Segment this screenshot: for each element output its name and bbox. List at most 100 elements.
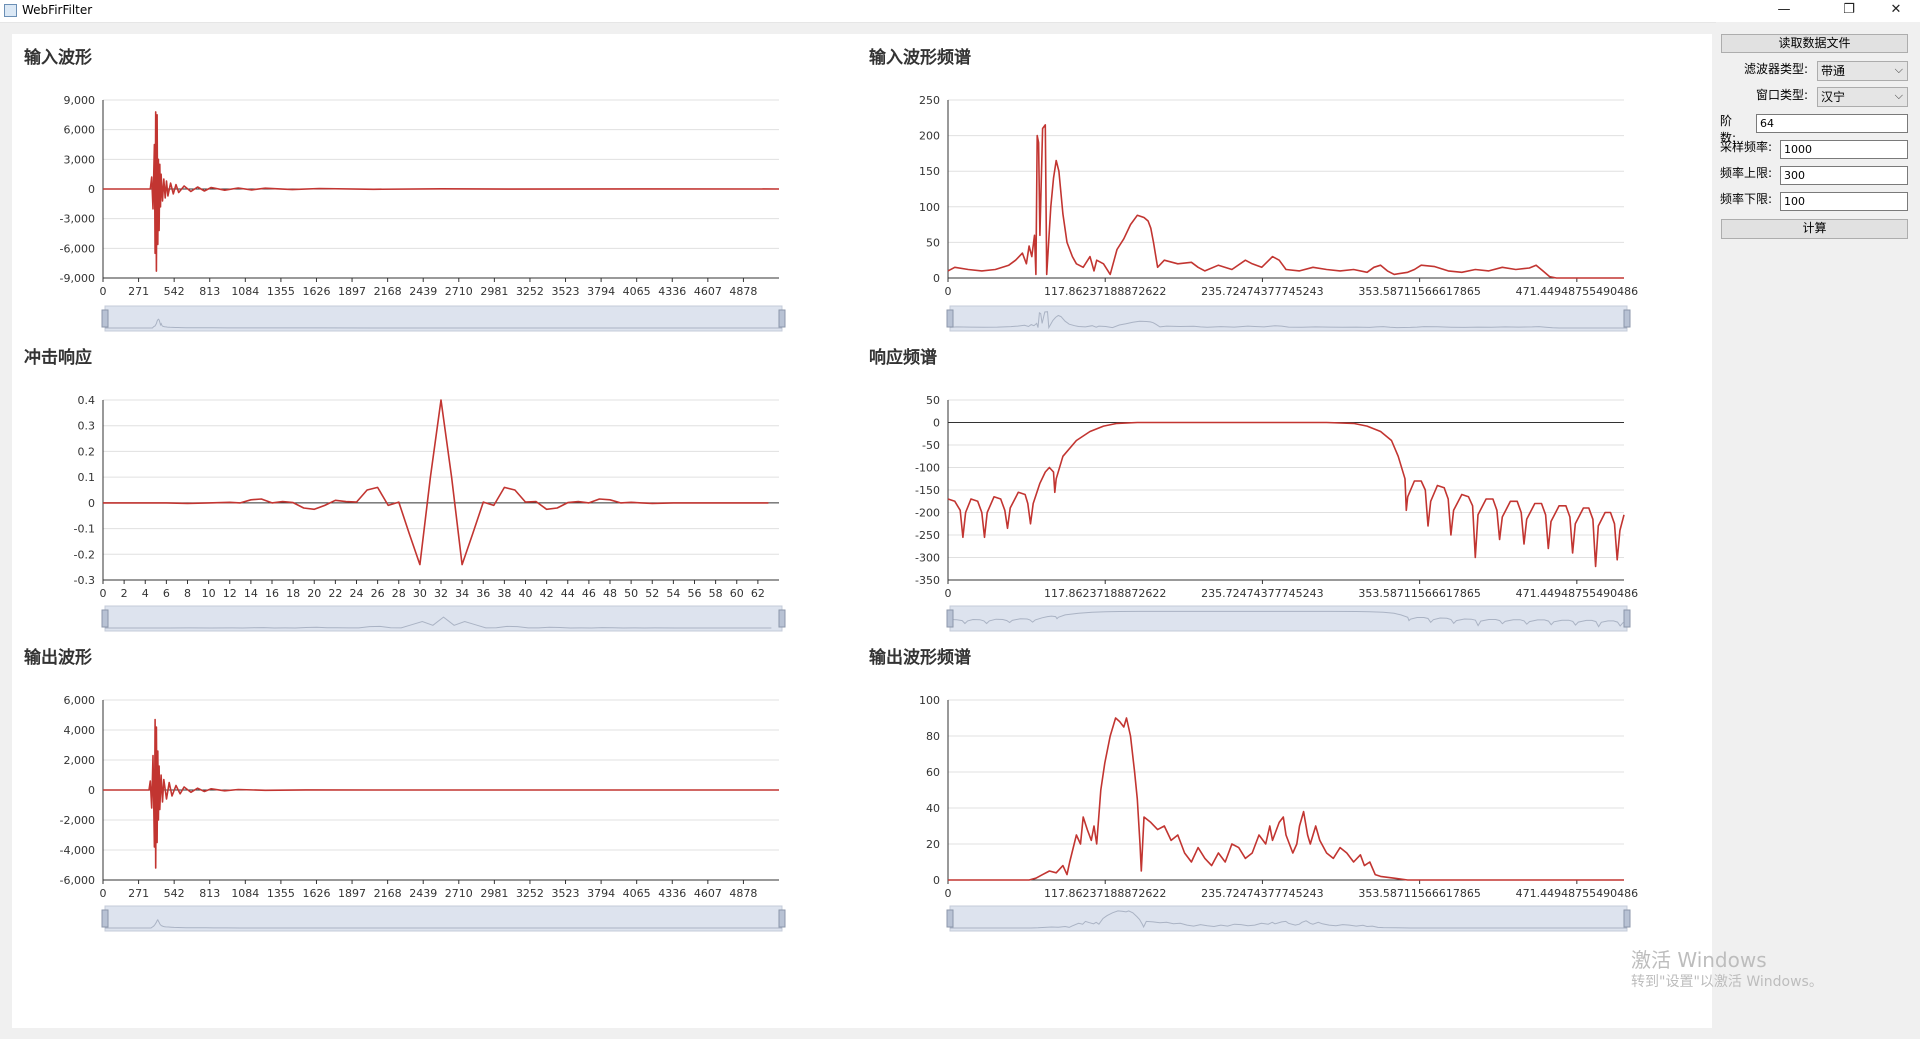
order-input[interactable] — [1756, 114, 1908, 133]
window-title: WebFirFilter — [22, 3, 93, 17]
x-tick-label: 46 — [582, 587, 596, 600]
x-tick-label: 6 — [163, 587, 170, 600]
x-tick-label: 1626 — [302, 285, 330, 298]
chart-title-output-spectrum: 输出波形频谱 — [869, 648, 971, 668]
read-data-file-button[interactable]: 读取数据文件 — [1721, 34, 1908, 53]
x-tick-label: 1355 — [267, 285, 295, 298]
x-tick-label: 0 — [945, 285, 952, 298]
zoom-slider[interactable] — [104, 605, 783, 632]
x-tick-label: 2439 — [409, 887, 437, 900]
activation-watermark-text: 转到"设置"以激活 Windows。 — [1631, 974, 1823, 990]
zoom-handle-left[interactable] — [946, 609, 954, 628]
filter-type-value: 带通 — [1821, 64, 1846, 78]
y-tick-label: -3,000 — [60, 213, 95, 226]
x-tick-label: 1084 — [231, 285, 259, 298]
y-tick-label: 0.1 — [78, 471, 96, 484]
x-tick-label: 3252 — [516, 285, 544, 298]
x-tick-label: 10 — [202, 587, 216, 600]
zoom-slider[interactable] — [104, 905, 783, 932]
x-tick-label: 0 — [100, 887, 107, 900]
zoom-slider[interactable] — [104, 305, 783, 332]
y-tick-label: 50 — [926, 394, 940, 407]
chart-title-output-waveform: 输出波形 — [24, 648, 92, 668]
zoom-slider-preview — [949, 610, 1628, 628]
x-tick-label: 4065 — [623, 285, 651, 298]
control-panel — [1716, 22, 1920, 1039]
zoom-handle-right[interactable] — [778, 309, 786, 328]
compute-button[interactable]: 计算 — [1721, 219, 1908, 239]
series-line — [103, 399, 769, 566]
x-tick-label: 0 — [945, 887, 952, 900]
zoom-handle-left[interactable] — [101, 609, 109, 628]
x-tick-label: 48 — [603, 587, 617, 600]
y-tick-label: -6,000 — [60, 874, 95, 887]
x-tick-label: 38 — [497, 587, 511, 600]
y-tick-label: 6,000 — [64, 694, 96, 707]
x-tick-label: 42 — [540, 587, 554, 600]
series-line — [948, 717, 1624, 881]
x-tick-label: 8 — [184, 587, 191, 600]
series-line — [947, 421, 1625, 568]
zoom-handle-right[interactable] — [1623, 609, 1631, 628]
minimize-icon[interactable]: — — [1777, 2, 1791, 17]
x-tick-label: 14 — [244, 587, 258, 600]
zoom-handle-right[interactable] — [1623, 909, 1631, 928]
zoom-slider-preview — [105, 318, 782, 329]
y-tick-label: 3,000 — [64, 153, 96, 166]
x-tick-label: 4607 — [694, 285, 722, 298]
x-tick-label: 2 — [121, 587, 128, 600]
x-tick-label: 3794 — [587, 285, 615, 298]
y-tick-label: 20 — [926, 838, 940, 851]
x-tick-label: 34 — [455, 587, 469, 600]
y-tick-label: 0.4 — [78, 394, 96, 407]
restore-icon[interactable]: ❐ — [1843, 2, 1855, 17]
filter-type-select[interactable]: 带通 ⌵ — [1817, 61, 1908, 81]
y-tick-label: -0.3 — [74, 574, 95, 587]
y-tick-label: 80 — [926, 730, 940, 743]
zoom-handle-right[interactable] — [1623, 309, 1631, 328]
x-tick-label: 4878 — [729, 887, 757, 900]
freq-upper-input[interactable] — [1780, 166, 1908, 185]
y-tick-label: 50 — [926, 236, 940, 249]
x-tick-label: 0 — [945, 587, 952, 600]
zoom-slider[interactable] — [949, 605, 1628, 632]
x-tick-label: 4336 — [658, 285, 686, 298]
y-tick-label: -4,000 — [60, 844, 95, 857]
x-tick-label: 60 — [730, 587, 744, 600]
x-tick-label: 235.72474377745243 — [1201, 285, 1323, 298]
zoom-handle-left[interactable] — [946, 909, 954, 928]
x-tick-label: 1897 — [338, 887, 366, 900]
x-tick-label: 2168 — [374, 285, 402, 298]
zoom-handle-left[interactable] — [946, 309, 954, 328]
y-tick-label: 4,000 — [64, 724, 96, 737]
zoom-handle-left[interactable] — [101, 909, 109, 928]
freq-lower-input[interactable] — [1780, 192, 1908, 211]
y-tick-label: 0.3 — [78, 420, 96, 433]
series-line — [103, 111, 780, 272]
x-tick-label: 2439 — [409, 285, 437, 298]
y-tick-label: 9,000 — [64, 94, 96, 107]
x-tick-label: 271 — [128, 887, 149, 900]
zoom-handle-right[interactable] — [778, 909, 786, 928]
x-tick-label: 18 — [286, 587, 300, 600]
y-tick-label: 0 — [88, 183, 95, 196]
x-tick-label: 471.44948755490486 — [1516, 587, 1638, 600]
sample-rate-label: 采样频率: — [1720, 140, 1773, 154]
window-type-select[interactable]: 汉宁 ⌵ — [1817, 87, 1908, 107]
y-tick-label: 0 — [88, 497, 95, 510]
y-tick-label: -0.2 — [74, 548, 95, 561]
zoom-handle-right[interactable] — [778, 609, 786, 628]
x-tick-label: 62 — [751, 587, 765, 600]
x-tick-label: 3794 — [587, 887, 615, 900]
filter-type-label: 滤波器类型: — [1743, 62, 1808, 76]
x-tick-label: 50 — [624, 587, 638, 600]
zoom-handle-left[interactable] — [101, 309, 109, 328]
sample-rate-input[interactable] — [1780, 140, 1908, 159]
window-type-label: 窗口类型: — [1755, 88, 1808, 102]
close-icon[interactable]: ✕ — [1890, 2, 1902, 17]
y-tick-label: 2,000 — [64, 754, 96, 767]
y-tick-label: 0.2 — [78, 445, 96, 458]
x-tick-label: 4607 — [694, 887, 722, 900]
series-line — [103, 718, 779, 869]
title-bar: WebFirFilter — ❐ ✕ — [0, 0, 1920, 23]
